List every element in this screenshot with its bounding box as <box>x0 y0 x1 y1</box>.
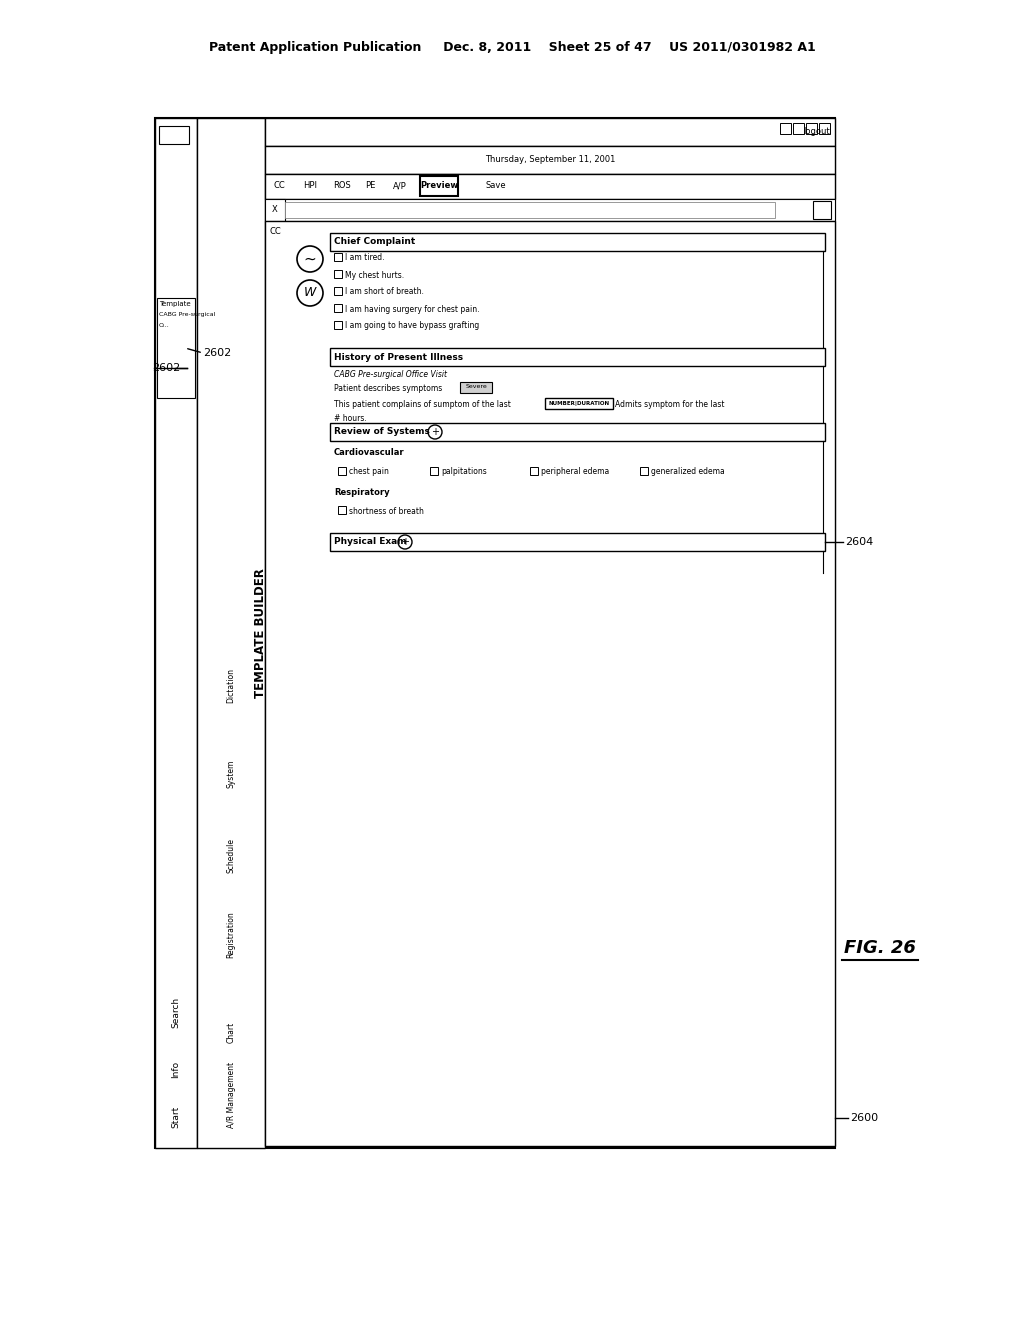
Text: A/R Management: A/R Management <box>226 1061 236 1129</box>
Bar <box>545 399 613 409</box>
Bar <box>159 125 189 144</box>
Text: FIG. 26: FIG. 26 <box>844 939 915 957</box>
Text: CC: CC <box>270 227 282 235</box>
Bar <box>155 117 835 1148</box>
Bar <box>338 506 346 513</box>
Bar <box>334 321 342 329</box>
Text: I am short of breath.: I am short of breath. <box>345 288 424 297</box>
Bar <box>780 123 791 135</box>
Text: Search: Search <box>171 997 180 1028</box>
Text: # hours.: # hours. <box>334 414 367 422</box>
Text: Chief Complaint: Chief Complaint <box>334 238 416 247</box>
Text: Preview: Preview <box>420 181 458 190</box>
Text: I am having surgery for chest pain.: I am having surgery for chest pain. <box>345 305 479 314</box>
Text: TEMPLATE BUILDER: TEMPLATE BUILDER <box>254 568 266 698</box>
Text: shortness of breath: shortness of breath <box>349 507 424 516</box>
Bar <box>330 234 825 251</box>
Text: Thursday, September 11, 2001: Thursday, September 11, 2001 <box>484 156 615 165</box>
Bar <box>334 286 342 294</box>
Bar <box>330 348 825 366</box>
Bar <box>265 220 835 1146</box>
Text: Template: Template <box>159 301 190 308</box>
Bar <box>265 147 835 174</box>
Text: Cardiovascular: Cardiovascular <box>334 447 404 457</box>
Text: logout: logout <box>804 128 830 136</box>
Bar <box>265 199 835 220</box>
Text: Respiratory: Respiratory <box>334 488 389 498</box>
Bar <box>155 117 197 1148</box>
Text: peripheral edema: peripheral edema <box>541 467 609 477</box>
Text: O...: O... <box>159 323 170 327</box>
Text: +: + <box>401 537 409 546</box>
Text: chest pain: chest pain <box>349 467 389 477</box>
Text: palpitations: palpitations <box>441 467 486 477</box>
Bar <box>265 117 835 147</box>
Text: Admits symptom for the last: Admits symptom for the last <box>615 400 725 409</box>
Bar <box>197 117 265 1148</box>
Bar <box>330 422 825 441</box>
Text: I am tired.: I am tired. <box>345 253 384 263</box>
Bar <box>420 176 458 195</box>
Bar <box>793 123 804 135</box>
Text: History of Present Illness: History of Present Illness <box>334 352 463 362</box>
Text: +: + <box>431 426 439 437</box>
Bar <box>530 467 538 475</box>
Bar <box>334 253 342 261</box>
Text: Review of Systems: Review of Systems <box>334 428 430 437</box>
Bar <box>338 467 346 475</box>
Bar <box>806 123 817 135</box>
Bar <box>460 381 492 393</box>
Text: Dictation: Dictation <box>226 668 236 704</box>
Bar <box>334 271 342 279</box>
Text: HPI: HPI <box>303 181 317 190</box>
Text: Chart: Chart <box>226 1022 236 1043</box>
Text: CC: CC <box>273 181 285 190</box>
Text: A/P: A/P <box>393 181 407 190</box>
Text: Save: Save <box>485 181 506 190</box>
Text: Info: Info <box>171 1061 180 1078</box>
Text: NUMBER|DURATION: NUMBER|DURATION <box>549 400 609 405</box>
Text: CABG Pre-surgical: CABG Pre-surgical <box>159 312 215 317</box>
Text: CABG Pre-surgical Office Visit: CABG Pre-surgical Office Visit <box>334 370 447 379</box>
Text: PE: PE <box>365 181 376 190</box>
Text: generalized edema: generalized edema <box>651 467 725 477</box>
Bar <box>330 533 825 550</box>
Bar <box>640 467 648 475</box>
Text: W: W <box>304 286 316 300</box>
Bar <box>265 199 285 220</box>
Text: 2600: 2600 <box>850 1113 879 1123</box>
Text: Registration: Registration <box>226 911 236 958</box>
Text: Schedule: Schedule <box>226 838 236 873</box>
Bar <box>813 201 831 219</box>
Text: Patent Application Publication     Dec. 8, 2011    Sheet 25 of 47    US 2011/030: Patent Application Publication Dec. 8, 2… <box>209 41 815 54</box>
Bar <box>334 304 342 312</box>
Text: I am going to have bypass grafting: I am going to have bypass grafting <box>345 322 479 330</box>
Bar <box>819 123 830 135</box>
Text: Start: Start <box>171 1106 180 1129</box>
Bar <box>157 298 195 399</box>
Text: Patient describes symptoms: Patient describes symptoms <box>334 384 442 393</box>
Text: Physical Exam: Physical Exam <box>334 537 407 546</box>
Text: 2602: 2602 <box>152 363 180 374</box>
Text: Severe: Severe <box>465 384 486 389</box>
Text: System: System <box>226 759 236 788</box>
Text: 2602: 2602 <box>203 348 231 358</box>
Bar <box>285 202 775 218</box>
Bar <box>265 174 835 199</box>
Text: 2604: 2604 <box>845 537 873 546</box>
Text: ROS: ROS <box>333 181 351 190</box>
Text: My chest hurts.: My chest hurts. <box>345 271 404 280</box>
Text: This patient complains of sumptom of the last: This patient complains of sumptom of the… <box>334 400 511 409</box>
Bar <box>430 467 438 475</box>
Text: X: X <box>272 206 278 214</box>
Text: ~: ~ <box>304 252 316 267</box>
